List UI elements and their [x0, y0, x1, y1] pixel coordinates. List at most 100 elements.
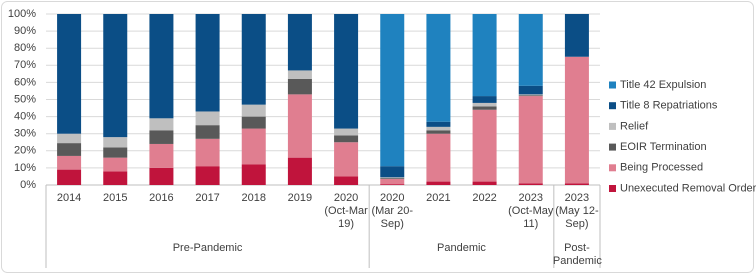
bar-segment	[287, 14, 312, 71]
y-tick-label: 20%	[14, 145, 36, 157]
bar-segment	[426, 14, 451, 122]
bar-segment	[149, 14, 174, 119]
bar-segment	[380, 184, 405, 185]
bar-segment	[103, 14, 128, 138]
bar-segment	[241, 104, 266, 117]
x-tick-label: 2023 (Oct-May 11)	[508, 192, 554, 230]
bar-segment	[241, 14, 266, 105]
legend-swatch	[609, 143, 616, 151]
bar-segment	[472, 96, 497, 103]
bar-segment	[380, 178, 405, 180]
x-tick-label: 2020 (Mar 20-Sep)	[371, 192, 414, 230]
bar-segment	[287, 94, 312, 158]
legend-label: Being Processed	[620, 162, 703, 174]
legend-label: Title 8 Repatriations	[620, 100, 718, 112]
bar-segment	[426, 121, 451, 127]
bar-segment	[426, 133, 451, 182]
bar-segment	[149, 143, 174, 168]
bar-segment	[334, 176, 359, 185]
legend-label: EOIR Termination	[620, 141, 707, 153]
y-tick-label: 50%	[14, 93, 36, 105]
x-tick-label: 2014	[56, 192, 82, 204]
legend-label: Title 42 Expulsion	[620, 79, 706, 91]
bar-segment	[57, 133, 82, 144]
bar-segment	[149, 118, 174, 131]
bar-segment	[287, 78, 312, 95]
bar-segment	[472, 109, 497, 182]
legend-swatch	[609, 81, 616, 89]
bar-segment	[195, 111, 220, 126]
bar-segment	[149, 167, 174, 185]
legend-swatch	[609, 102, 616, 110]
bar-segment	[195, 138, 220, 167]
bar-segment	[287, 157, 312, 185]
bar-segment	[426, 130, 451, 134]
bar-segment	[103, 147, 128, 158]
x-tick-label: 2015	[103, 192, 128, 204]
y-tick-label: 0%	[20, 179, 36, 191]
group-label: Post-Pandemic	[552, 242, 602, 267]
bar-segment	[241, 164, 266, 185]
bar-segment	[287, 70, 312, 79]
x-tick-label: 2019	[287, 192, 313, 204]
group-label: Pandemic	[437, 242, 486, 254]
bar-segment	[57, 155, 82, 170]
bar-segment	[472, 181, 497, 185]
y-tick-label: 60%	[14, 76, 36, 88]
bar-segment	[195, 166, 220, 185]
bar-segment	[334, 128, 359, 136]
bar-segment	[426, 181, 451, 185]
y-tick-label: 40%	[14, 111, 36, 123]
bar-segment	[334, 14, 359, 129]
x-tick-label: 2022	[472, 192, 497, 204]
bar-segment	[149, 130, 174, 144]
x-tick-label: 2016	[149, 192, 174, 204]
y-tick-label: 70%	[14, 59, 36, 71]
bar-segment	[57, 14, 82, 134]
bar-segment	[334, 142, 359, 177]
y-tick-label: 100%	[8, 8, 36, 20]
bar-segment	[426, 126, 451, 131]
bar-segment	[103, 137, 128, 148]
bar-segment	[57, 169, 82, 185]
x-tick-label: 2017	[195, 192, 220, 204]
bar-segment	[380, 14, 405, 167]
legend-swatch	[609, 164, 616, 172]
bar-segment	[472, 102, 497, 107]
bar-segment	[518, 94, 543, 96]
bar-segment	[518, 14, 543, 86]
bar-segment	[472, 14, 497, 97]
bar-segment	[103, 157, 128, 172]
bar-segment	[195, 125, 220, 139]
bar-segment	[241, 128, 266, 165]
bar-segment	[103, 171, 128, 185]
legend-swatch	[609, 185, 616, 192]
bar-segment	[564, 183, 589, 185]
bar-segment	[334, 135, 359, 143]
bar-segment	[564, 56, 589, 184]
bar-segment	[241, 116, 266, 129]
x-tick-label: 2020 (Oct-Mar 19)	[324, 192, 368, 230]
legend-swatch	[609, 122, 616, 130]
y-tick-label: 30%	[14, 128, 36, 140]
y-tick-label: 10%	[14, 162, 36, 174]
bar-segment	[472, 106, 497, 110]
group-label: Pre-Pandemic	[172, 242, 243, 254]
bar-segment	[57, 143, 82, 156]
bar-segment	[380, 166, 405, 178]
x-tick-label: 2018	[241, 192, 266, 204]
bar-segment	[518, 85, 543, 95]
y-tick-label: 80%	[14, 42, 36, 54]
legend-label: Unexecuted Removal Order	[620, 182, 756, 194]
bar-segment	[518, 96, 543, 184]
bar-segment	[195, 14, 220, 112]
y-tick-label: 90%	[14, 25, 36, 37]
bar-segment	[518, 95, 543, 97]
x-tick-label: 2023 (May 12-Sep)	[555, 192, 599, 230]
bar-segment	[380, 177, 405, 179]
bar-segment	[380, 179, 405, 185]
x-tick-label: 2021	[426, 192, 451, 204]
bar-segment	[564, 14, 589, 57]
